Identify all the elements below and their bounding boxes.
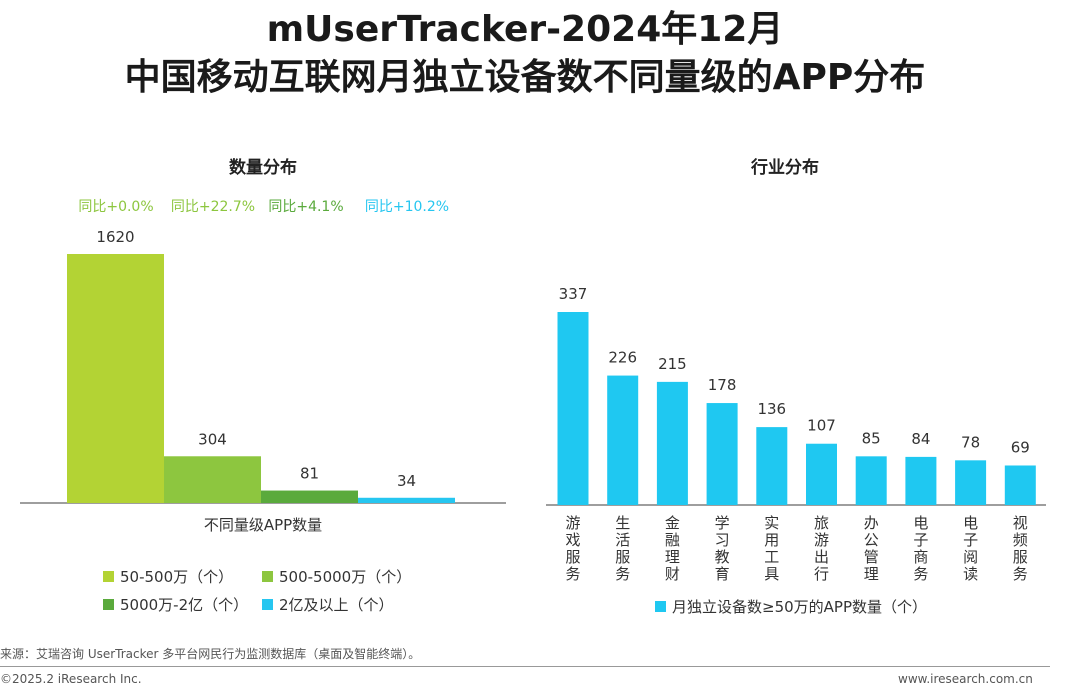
right-category-label-6: 办公管理 — [864, 514, 879, 583]
left-yoy-label-2: 同比+4.1% — [268, 199, 343, 215]
right-category-label-2: 金融理财 — [665, 514, 680, 583]
right-bar-value-1: 226 — [608, 349, 637, 367]
left-bar-value-0: 1620 — [96, 228, 134, 246]
legend-item-industry: 月独立设备数≥50万的APP数量（个） — [655, 596, 927, 617]
right-category-label-8: 电子阅读 — [963, 514, 978, 583]
right-category-label-1: 生活服务 — [615, 514, 630, 583]
right-bar-8 — [955, 460, 987, 505]
footer-divider — [0, 666, 1050, 667]
left-bar-3 — [358, 497, 455, 503]
legend-label: 50-500万（个） — [120, 568, 234, 586]
right-bar-value-2: 215 — [658, 355, 687, 373]
legend-label: 2亿及以上（个） — [279, 596, 394, 614]
right-bar-3 — [706, 403, 738, 505]
right-category-label-7: 电子商务 — [913, 514, 928, 583]
right-bar-value-4: 136 — [757, 400, 786, 418]
page-title-line2: 中国移动互联网月独立设备数不同量级的APP分布 — [124, 57, 926, 98]
legend-swatch — [262, 571, 273, 582]
legend-label: 500-5000万（个） — [279, 568, 412, 586]
right-bar-value-8: 78 — [961, 433, 980, 451]
right-bar-value-3: 178 — [708, 376, 737, 394]
page-title-line1: mUserTracker-2024年12月 — [266, 9, 784, 50]
left-yoy-label-3: 同比+10.2% — [365, 199, 449, 215]
right-chart-title: 行业分布 — [750, 157, 819, 178]
legend-item-50-500: 50-500万（个） — [103, 566, 233, 587]
source-note: 来源：艾瑞咨询 UserTracker 多平台网民行为监测数据库（桌面及智能终端… — [0, 647, 421, 661]
left-bar-value-3: 34 — [397, 472, 416, 490]
website: www.iresearch.com.cn — [898, 672, 1033, 686]
left-yoy-label-0: 同比+0.0% — [78, 199, 153, 215]
right-category-label-4: 实用工具 — [764, 514, 779, 583]
left-bar-1 — [164, 456, 261, 503]
legend-item-5000-2yi: 5000万-2亿（个） — [103, 594, 248, 615]
right-bar-5 — [806, 443, 837, 505]
left-chart-title: 数量分布 — [229, 157, 297, 178]
right-bar-2 — [656, 381, 688, 505]
legend-label: 月独立设备数≥50万的APP数量（个） — [672, 598, 928, 616]
right-bar-value-7: 84 — [911, 430, 930, 448]
left-bar-value-1: 304 — [198, 430, 227, 448]
right-bar-value-5: 107 — [807, 417, 836, 435]
right-bar-9 — [1004, 465, 1036, 505]
legend-item-500-5000: 500-5000万（个） — [262, 566, 411, 587]
legend-label: 5000万-2亿（个） — [120, 596, 249, 614]
right-bar-0 — [557, 312, 589, 505]
legend-swatch — [103, 571, 114, 582]
legend-item-2yi-plus: 2亿及以上（个） — [262, 594, 394, 615]
right-category-label-5: 旅游出行 — [814, 514, 829, 583]
right-bar-4 — [756, 427, 788, 505]
right-category-label-0: 游戏服务 — [565, 514, 580, 583]
right-bar-value-0: 337 — [559, 285, 588, 303]
right-bar-7 — [905, 456, 937, 505]
left-bar-0 — [67, 254, 164, 503]
right-category-label-9: 视频服务 — [1013, 514, 1028, 583]
copyright: ©2025.2 iResearch Inc. — [0, 672, 142, 686]
right-bar-6 — [855, 456, 887, 505]
left-x-axis-label: 不同量级APP数量 — [204, 516, 322, 534]
right-category-label-3: 学习教育 — [715, 514, 730, 583]
right-bar-1 — [607, 375, 639, 505]
left-yoy-label-1: 同比+22.7% — [171, 199, 255, 215]
left-bar-2 — [261, 490, 358, 503]
right-bar-value-9: 69 — [1011, 438, 1030, 456]
left-bar-value-2: 81 — [300, 465, 319, 483]
legend-swatch — [655, 601, 666, 612]
legend-swatch — [262, 599, 273, 610]
right-bar-value-6: 85 — [862, 429, 881, 447]
legend-swatch — [103, 599, 114, 610]
